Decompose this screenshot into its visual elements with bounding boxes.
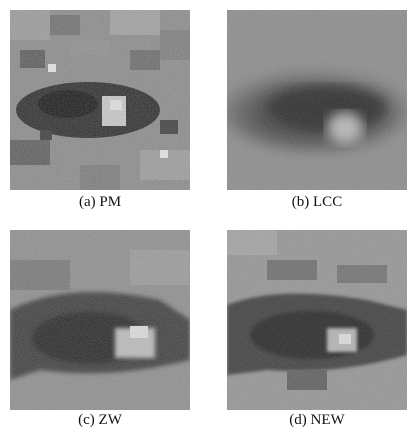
eye-image-new: [227, 230, 407, 410]
caption-lcc: (b) LCC: [291, 194, 343, 210]
caption-zw: (c) ZW: [78, 412, 122, 428]
panel-pm: [10, 10, 190, 190]
panel-lcc: [227, 10, 407, 190]
caption-pm: (a) PM: [78, 194, 122, 210]
eye-image-pm: [10, 10, 190, 190]
panel-zw: [10, 230, 190, 410]
panel-new: [227, 230, 407, 410]
eye-image-zw: [10, 230, 190, 410]
eye-image-lcc: [227, 10, 407, 190]
caption-new: (d) NEW: [289, 412, 345, 428]
